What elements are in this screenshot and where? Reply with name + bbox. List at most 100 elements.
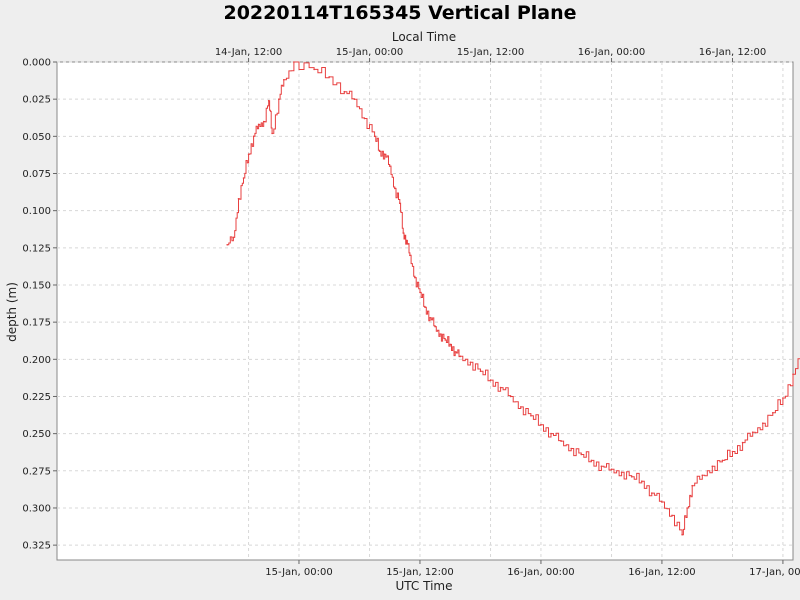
chart-title: 20220114T165345 Vertical Plane (223, 2, 576, 24)
x-tick-label: 16-Jan, 00:00 (507, 567, 574, 578)
depth-point (590, 459, 593, 462)
depth-point (560, 440, 562, 442)
y-tick-label: 0.225 (22, 392, 51, 403)
depth-point (782, 397, 784, 399)
x-tick-label: 15-Jan, 12:00 (386, 567, 453, 578)
x2-axis-title: Local Time (392, 30, 456, 44)
depth-point (792, 373, 794, 376)
depth-point (444, 339, 447, 341)
depth-point (550, 432, 552, 435)
depth-point (479, 370, 482, 373)
x-tick-label: 17-Jan, 00:00 (749, 567, 800, 578)
depth-point (630, 476, 633, 478)
depth-point (283, 79, 285, 81)
depth-point (419, 291, 421, 294)
y-tick-label: 0.075 (22, 169, 51, 180)
depth-point (772, 412, 774, 414)
depth-point (278, 98, 280, 100)
depth-point (267, 99, 270, 102)
depth-point (711, 465, 714, 468)
depth-point (378, 150, 381, 152)
y-tick-label: 0.025 (22, 95, 51, 106)
depth-point (373, 135, 376, 138)
depth-point (449, 343, 452, 346)
y-tick-label: 0.325 (22, 541, 51, 552)
depth-point (580, 453, 583, 456)
depth-point (459, 355, 462, 358)
depth-point (489, 379, 492, 381)
y-axis-title: depth (m) (5, 282, 19, 342)
depth-point (751, 431, 754, 434)
depth-point (570, 447, 572, 450)
depth-point (701, 474, 704, 477)
depth-point (383, 153, 386, 155)
y-tick-label: 0.200 (22, 355, 51, 366)
depth-point (691, 484, 693, 487)
depth-point (257, 123, 260, 126)
depth-point (252, 135, 255, 138)
depth-point (661, 501, 663, 503)
depth-point (262, 120, 265, 123)
y-tick-label: 0.100 (22, 206, 51, 217)
depth-point (454, 351, 457, 353)
depth-point (328, 76, 331, 78)
depth-point (313, 68, 315, 71)
depth-series-line (227, 61, 800, 536)
y-tick-label: 0.125 (22, 243, 51, 254)
y-tick-label: 0.175 (22, 318, 51, 329)
x2-tick-label: 16-Jan, 12:00 (699, 47, 766, 58)
x2-tick-label: 16-Jan, 00:00 (578, 47, 645, 58)
depth-point (414, 276, 416, 279)
depth-point (651, 492, 653, 494)
depth-point (686, 507, 688, 509)
y-tick-label: 0.250 (22, 429, 51, 440)
x2-tick-label: 15-Jan, 12:00 (457, 47, 524, 58)
x2-tick-label: 14-Jan, 12:00 (215, 47, 282, 58)
plot-area (56, 61, 794, 561)
depth-point (469, 361, 472, 364)
depth-point (226, 244, 228, 246)
depth-point (731, 450, 734, 453)
depth-point (237, 198, 240, 200)
depth-point (721, 459, 724, 462)
x-tick-label: 16-Jan, 12:00 (628, 567, 695, 578)
depth-point (641, 480, 643, 483)
depth-point (405, 239, 408, 242)
depth-point (394, 187, 396, 190)
depth-point (353, 98, 356, 100)
depth-point (610, 468, 613, 471)
depth-point (388, 165, 391, 167)
series-layer (226, 61, 800, 536)
depth-point (620, 471, 623, 474)
depth-point (434, 325, 436, 328)
depth-point (520, 406, 522, 408)
tick-layer: 0.000 0.025 0.050 0.075 0.100 0.125 0.150 0.175… (22, 47, 800, 578)
depth-point (271, 132, 273, 135)
y-tick-label: 0.275 (22, 466, 51, 477)
y-tick-label: 0.050 (22, 132, 51, 143)
depth-point (343, 90, 346, 93)
y-tick-label: 0.150 (22, 280, 51, 291)
depth-point (402, 232, 405, 234)
depth-point (429, 316, 431, 319)
x-axis-title: UTC Time (396, 579, 453, 593)
depth-point (409, 254, 411, 257)
depth-point (530, 415, 532, 417)
depth-point (600, 465, 603, 468)
x2-tick-label: 15-Jan, 00:00 (336, 47, 403, 58)
depth-point (399, 202, 401, 204)
depth-point (293, 61, 295, 63)
y-tick-label: 0.300 (22, 503, 51, 514)
depth-point (671, 514, 673, 517)
depth-point (232, 236, 235, 239)
depth-point (363, 117, 366, 120)
depth-point (439, 333, 441, 335)
grid-layer (57, 61, 793, 560)
depth-point (242, 177, 245, 179)
depth-point (509, 395, 512, 398)
depth-point (499, 386, 502, 389)
y-tick-label: 0.000 (22, 58, 51, 69)
depth-point (540, 423, 542, 426)
